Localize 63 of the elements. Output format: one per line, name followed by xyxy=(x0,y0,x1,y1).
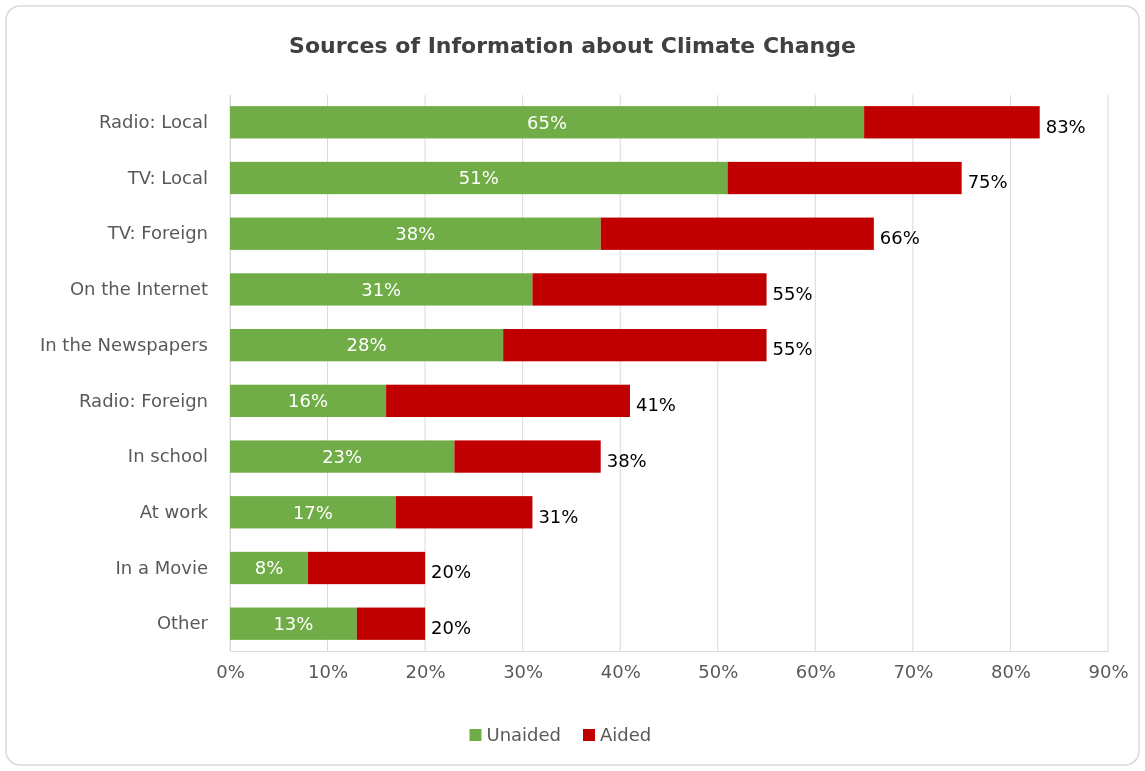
bar xyxy=(386,384,630,418)
legend-label: Unaided xyxy=(486,724,562,746)
y-tick-label: In the Newspapers xyxy=(39,333,208,355)
total-label: 55% xyxy=(772,282,813,304)
data-label: 13% xyxy=(273,613,314,634)
x-tick-label: 20% xyxy=(405,660,446,682)
bar xyxy=(230,106,865,139)
data-label: 51% xyxy=(458,167,499,189)
x-tick-label: 40% xyxy=(600,660,641,682)
y-tick-label: TV: Local xyxy=(126,166,208,188)
data-label: 17% xyxy=(292,501,333,523)
total-label: 41% xyxy=(635,394,676,416)
y-tick-label: In school xyxy=(127,445,208,467)
total-label: 75% xyxy=(967,171,1008,193)
x-tick-label: 60% xyxy=(795,660,836,682)
data-label: 31% xyxy=(361,278,402,300)
data-label: 8% xyxy=(254,557,284,579)
bar xyxy=(230,607,357,640)
bar xyxy=(230,217,601,250)
x-tick-label: 0% xyxy=(216,660,245,682)
x-tick-label: 70% xyxy=(893,660,934,682)
y-tick-label: TV: Foreign xyxy=(106,222,208,244)
bar xyxy=(600,217,874,250)
x-tick-label: 90% xyxy=(1088,660,1129,682)
x-tick-label: 30% xyxy=(503,660,544,682)
total-label: 66% xyxy=(879,227,920,249)
bar xyxy=(230,551,309,585)
total-label: 20% xyxy=(431,561,472,583)
bar xyxy=(308,551,426,585)
total-label: 20% xyxy=(431,617,472,638)
data-label: 28% xyxy=(346,334,387,356)
bar xyxy=(532,273,767,306)
y-tick-label: In a Movie xyxy=(115,556,208,578)
total-label: 55% xyxy=(772,338,813,360)
x-tick-label: 80% xyxy=(990,660,1031,682)
bar xyxy=(230,161,728,195)
y-tick-label: Radio: Local xyxy=(98,111,208,133)
total-label: 83% xyxy=(1045,115,1086,137)
bar xyxy=(864,106,1040,139)
bar xyxy=(356,607,426,640)
bar xyxy=(454,440,601,473)
data-label: 38% xyxy=(395,223,436,245)
bar xyxy=(230,273,533,306)
chart-title: Sources of Information about Climate Change xyxy=(289,33,856,58)
y-tick-label: Other xyxy=(156,612,209,634)
data-label: 16% xyxy=(288,390,329,412)
y-tick-label: At work xyxy=(139,501,209,523)
bar xyxy=(230,440,455,473)
data-label: 65% xyxy=(527,111,568,133)
bar xyxy=(230,384,387,418)
x-tick-label: 50% xyxy=(698,660,739,682)
bar xyxy=(727,161,962,195)
bar xyxy=(230,496,396,529)
bar xyxy=(230,328,504,362)
legend-label: Aided xyxy=(600,724,652,746)
bar xyxy=(395,496,533,529)
bar xyxy=(503,328,767,362)
y-tick-label: On the Internet xyxy=(69,278,208,300)
x-tick-label: 10% xyxy=(308,660,349,682)
total-label: 38% xyxy=(606,449,647,471)
y-tick-label: Radio: Foreign xyxy=(78,389,208,411)
data-label: 23% xyxy=(322,445,363,467)
total-label: 31% xyxy=(538,505,579,527)
